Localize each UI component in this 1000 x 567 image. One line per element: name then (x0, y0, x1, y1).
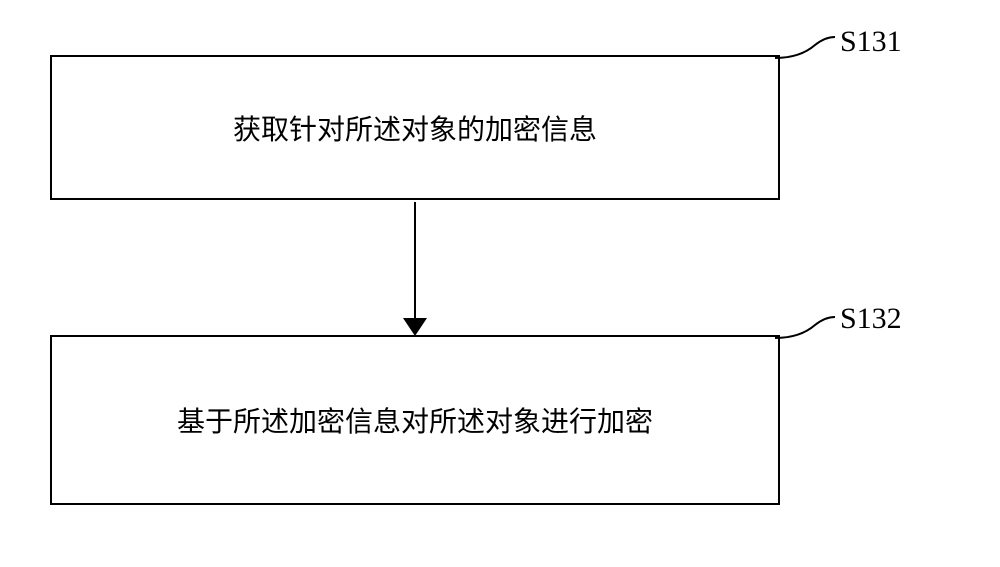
step-text-s131: 获取针对所述对象的加密信息 (233, 108, 597, 148)
arrow-head-icon (403, 318, 427, 336)
step-box-s132: 基于所述加密信息对所述对象进行加密 (50, 335, 780, 505)
step-box-s131: 获取针对所述对象的加密信息 (50, 55, 780, 200)
step-label-s132: S132 (840, 302, 902, 336)
step-text-s132: 基于所述加密信息对所述对象进行加密 (177, 400, 653, 440)
label-curve-s131 (770, 25, 840, 65)
label-curve-s132 (770, 303, 840, 343)
arrow-line (414, 202, 416, 320)
step-label-s131: S131 (840, 25, 902, 59)
